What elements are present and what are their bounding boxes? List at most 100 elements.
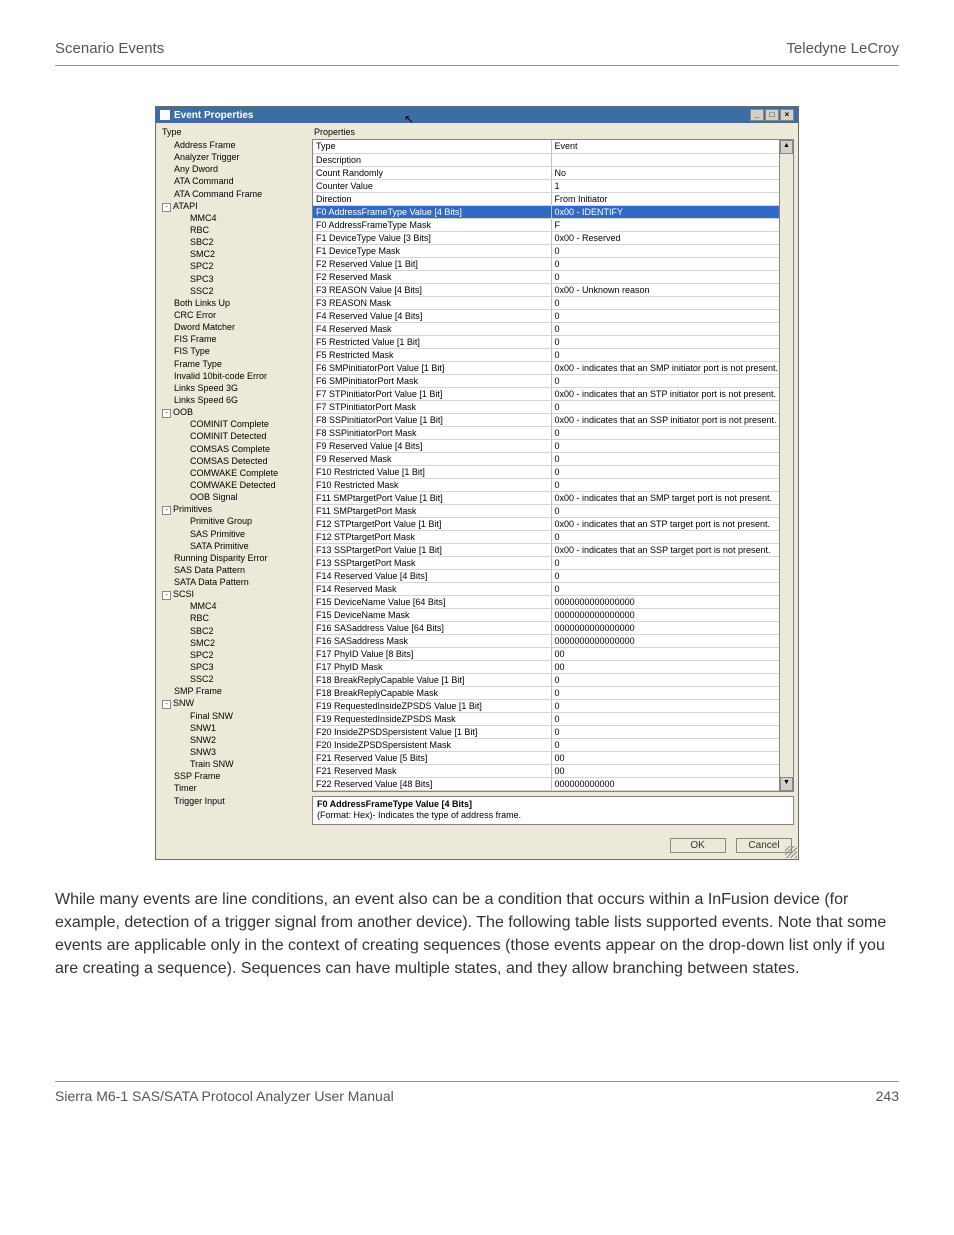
property-row[interactable]: F0 AddressFrameType MaskF <box>313 218 793 231</box>
property-row[interactable]: F4 Reserved Value [4 Bits]0 <box>313 309 793 322</box>
tree-item[interactable]: RBC <box>162 612 310 624</box>
tree-item[interactable]: Links Speed 3G <box>162 382 310 394</box>
tree-item[interactable]: Dword Matcher <box>162 321 310 333</box>
property-row[interactable]: F18 BreakReplyCapable Value [1 Bit]0 <box>313 673 793 686</box>
tree-item[interactable]: ATA Command Frame <box>162 188 310 200</box>
resize-grip[interactable] <box>785 846 797 858</box>
scroll-down-button[interactable]: ▼ <box>780 777 793 791</box>
property-row[interactable]: F15 DeviceName Mask0000000000000000 <box>313 608 793 621</box>
maximize-button[interactable]: □ <box>765 109 779 121</box>
property-row[interactable]: F21 Reserved Mask00 <box>313 764 793 777</box>
property-row[interactable]: F1 DeviceType Mask0 <box>313 244 793 257</box>
tree-item[interactable]: SSC2 <box>162 285 310 297</box>
property-row[interactable]: F19 RequestedInsideZPSDS Value [1 Bit]0 <box>313 699 793 712</box>
property-row[interactable]: F15 DeviceName Value [64 Bits]0000000000… <box>313 595 793 608</box>
tree-item[interactable]: SBC2 <box>162 236 310 248</box>
tree-item[interactable]: Address Frame <box>162 139 310 151</box>
tree-item[interactable]: COMSAS Detected <box>162 455 310 467</box>
tree-item[interactable]: Running Disparity Error <box>162 552 310 564</box>
property-row[interactable]: Description <box>313 153 793 166</box>
property-row[interactable]: F14 Reserved Value [4 Bits]0 <box>313 569 793 582</box>
tree-item[interactable]: SNW1 <box>162 722 310 734</box>
property-row[interactable]: F5 Restricted Mask0 <box>313 348 793 361</box>
property-row[interactable]: F2 Reserved Mask0 <box>313 270 793 283</box>
vertical-scrollbar[interactable]: ▲ ▼ <box>779 140 793 791</box>
property-row[interactable]: F0 AddressFrameType Value [4 Bits]0x00 -… <box>313 205 793 218</box>
tree-item[interactable]: MMC4 <box>162 212 310 224</box>
tree-item[interactable]: COMWAKE Complete <box>162 467 310 479</box>
property-row[interactable]: Count RandomlyNo <box>313 166 793 179</box>
property-row[interactable]: F17 PhyID Value [8 Bits]00 <box>313 647 793 660</box>
tree-item[interactable]: -Primitives <box>162 503 310 515</box>
property-row[interactable]: F2 Reserved Value [1 Bit]0 <box>313 257 793 270</box>
property-row[interactable]: F20 InsideZPSDSpersistent Mask0 <box>313 738 793 751</box>
tree-item[interactable]: -SCSI <box>162 588 310 600</box>
property-row[interactable]: F6 SMPinitiatorPort Value [1 Bit]0x00 - … <box>313 361 793 374</box>
properties-grid[interactable]: TypeEventDescriptionCount RandomlyNoCoun… <box>312 139 794 792</box>
tree-item[interactable]: SBC2 <box>162 625 310 637</box>
tree-item[interactable]: SSP Frame <box>162 770 310 782</box>
tree-item[interactable]: MMC4 <box>162 600 310 612</box>
property-row[interactable]: F8 SSPinitiatorPort Mask0 <box>313 426 793 439</box>
type-tree[interactable]: Address FrameAnalyzer TriggerAny Dword AT… <box>162 139 310 807</box>
tree-item[interactable]: -OOB <box>162 406 310 418</box>
property-row[interactable]: F5 Restricted Value [1 Bit]0 <box>313 335 793 348</box>
property-row[interactable]: F22 Reserved Value [48 Bits]000000000000 <box>313 777 793 790</box>
tree-item[interactable]: Any Dword <box>162 163 310 175</box>
tree-item[interactable]: Invalid 10bit-code Error <box>162 370 310 382</box>
close-button[interactable]: × <box>780 109 794 121</box>
tree-item[interactable]: COMINIT Complete <box>162 418 310 430</box>
property-row[interactable]: F3 REASON Mask0 <box>313 296 793 309</box>
tree-item[interactable]: Links Speed 6G <box>162 394 310 406</box>
tree-item[interactable]: SMC2 <box>162 248 310 260</box>
tree-item[interactable]: FIS Frame <box>162 333 310 345</box>
tree-item[interactable]: SNW3 <box>162 746 310 758</box>
tree-item[interactable]: SPC2 <box>162 649 310 661</box>
property-row[interactable]: Counter Value1 <box>313 179 793 192</box>
cancel-button[interactable]: Cancel <box>736 838 792 853</box>
tree-item[interactable]: SAS Data Pattern <box>162 564 310 576</box>
property-row[interactable]: F8 SSPinitiatorPort Value [1 Bit]0x00 - … <box>313 413 793 426</box>
property-row[interactable]: F14 Reserved Mask0 <box>313 582 793 595</box>
property-row[interactable]: TypeEvent <box>313 140 793 153</box>
tree-item[interactable]: CRC Error <box>162 309 310 321</box>
property-row[interactable]: F12 STPtargetPort Mask0 <box>313 530 793 543</box>
tree-item[interactable]: SPC3 <box>162 273 310 285</box>
property-row[interactable]: F17 PhyID Mask00 <box>313 660 793 673</box>
tree-item[interactable]: SSC2 <box>162 673 310 685</box>
tree-item[interactable]: COMWAKE Detected <box>162 479 310 491</box>
minimize-button[interactable]: _ <box>750 109 764 121</box>
property-row[interactable]: F7 STPinitiatorPort Mask0 <box>313 400 793 413</box>
tree-item[interactable]: FIS Type <box>162 345 310 357</box>
tree-item[interactable]: SATA Primitive <box>162 540 310 552</box>
property-row[interactable]: F3 REASON Value [4 Bits]0x00 - Unknown r… <box>313 283 793 296</box>
tree-item[interactable]: Final SNW <box>162 710 310 722</box>
tree-item[interactable]: Frame Type <box>162 358 310 370</box>
scroll-up-button[interactable]: ▲ <box>780 140 793 154</box>
tree-item[interactable]: RBC <box>162 224 310 236</box>
tree-item[interactable]: SMP Frame <box>162 685 310 697</box>
property-row[interactable]: F21 Reserved Value [5 Bits]00 <box>313 751 793 764</box>
property-row[interactable]: F10 Restricted Value [1 Bit]0 <box>313 465 793 478</box>
property-row[interactable]: F16 SASaddress Value [64 Bits]0000000000… <box>313 621 793 634</box>
tree-item[interactable]: Analyzer Trigger <box>162 151 310 163</box>
property-row[interactable]: F9 Reserved Mask0 <box>313 452 793 465</box>
tree-item[interactable]: Trigger Input <box>162 795 310 807</box>
tree-item[interactable]: Train SNW <box>162 758 310 770</box>
property-row[interactable]: F1 DeviceType Value [3 Bits]0x00 - Reser… <box>313 231 793 244</box>
property-row[interactable]: F13 SSPtargetPort Value [1 Bit]0x00 - in… <box>313 543 793 556</box>
tree-item[interactable]: SAS Primitive <box>162 528 310 540</box>
property-row[interactable]: F19 RequestedInsideZPSDS Mask0 <box>313 712 793 725</box>
tree-item[interactable]: COMINIT Detected <box>162 430 310 442</box>
tree-item[interactable]: SATA Data Pattern <box>162 576 310 588</box>
tree-item[interactable]: -ATAPI <box>162 200 310 212</box>
property-row[interactable]: F13 SSPtargetPort Mask0 <box>313 556 793 569</box>
property-row[interactable]: F18 BreakReplyCapable Mask0 <box>313 686 793 699</box>
ok-button[interactable]: OK <box>670 838 726 853</box>
tree-item[interactable]: OOB Signal <box>162 491 310 503</box>
property-row[interactable]: DirectionFrom Initiator <box>313 192 793 205</box>
tree-item[interactable]: COMSAS Complete <box>162 443 310 455</box>
property-row[interactable]: F9 Reserved Value [4 Bits]0 <box>313 439 793 452</box>
tree-item[interactable]: SNW2 <box>162 734 310 746</box>
property-row[interactable]: F12 STPtargetPort Value [1 Bit]0x00 - in… <box>313 517 793 530</box>
